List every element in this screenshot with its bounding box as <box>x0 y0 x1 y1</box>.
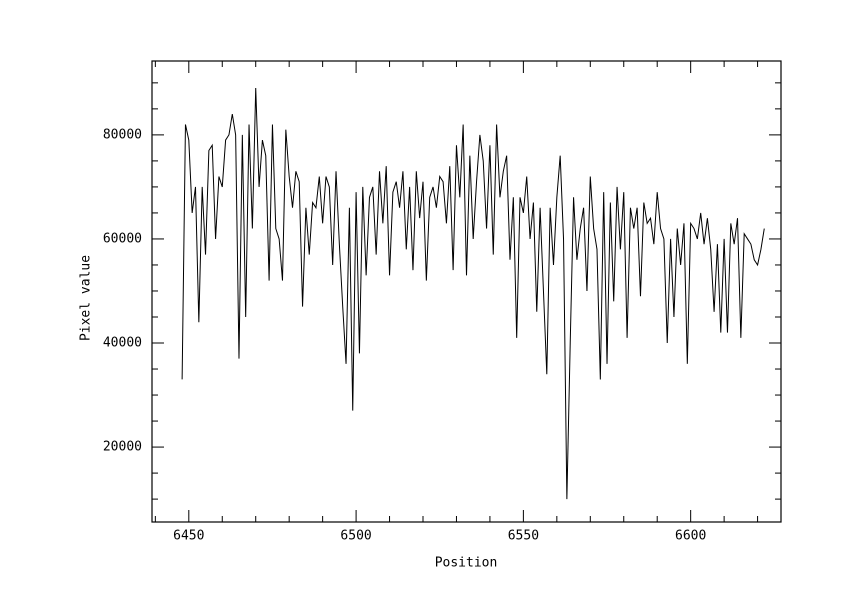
x-axis-label: Position <box>435 556 498 571</box>
x-tick-label: 6450 <box>173 529 204 544</box>
x-tick-label: 6600 <box>675 529 706 544</box>
y-tick-label: 40000 <box>103 336 142 351</box>
y-axis-label: Pixel value <box>79 255 94 341</box>
spectrum-line <box>181 88 765 500</box>
x-tick-label: 6550 <box>508 529 539 544</box>
y-tick-label: 80000 <box>103 127 142 142</box>
x-tick-label: 6500 <box>340 529 371 544</box>
y-tick-label: 60000 <box>103 231 142 246</box>
y-tick-label: 20000 <box>103 440 142 455</box>
plot-frame <box>151 60 782 523</box>
